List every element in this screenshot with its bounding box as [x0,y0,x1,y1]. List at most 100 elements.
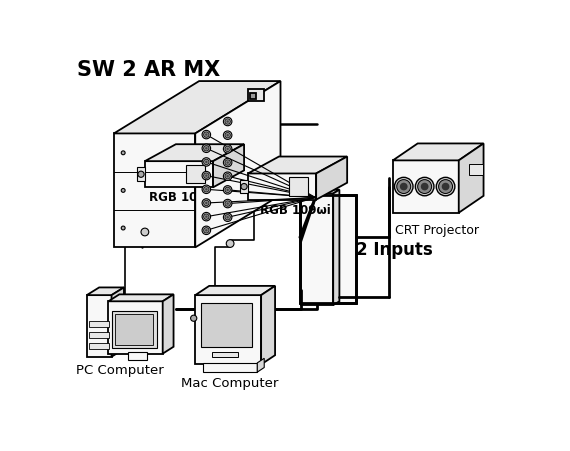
Circle shape [397,179,411,193]
Circle shape [121,226,125,230]
Polygon shape [459,143,483,213]
Polygon shape [145,161,213,187]
Circle shape [400,183,408,190]
Circle shape [205,229,207,231]
Circle shape [226,239,234,248]
Polygon shape [248,174,316,200]
Polygon shape [250,93,256,99]
Circle shape [225,215,230,220]
Polygon shape [316,156,347,200]
Polygon shape [112,287,124,357]
Circle shape [226,148,229,150]
Polygon shape [137,167,145,181]
Text: 2 Inputs: 2 Inputs [356,241,433,259]
Polygon shape [89,343,109,349]
Circle shape [205,133,207,136]
Polygon shape [300,193,333,305]
Circle shape [225,201,230,206]
Circle shape [202,226,210,235]
Circle shape [203,146,209,151]
Polygon shape [108,295,173,301]
Circle shape [225,146,230,152]
Text: SW 2 AR MX: SW 2 AR MX [78,60,221,80]
Polygon shape [87,295,112,357]
Circle shape [203,228,209,233]
Polygon shape [248,156,347,174]
Circle shape [416,177,434,196]
Circle shape [205,147,207,149]
Polygon shape [89,332,109,338]
Text: Mac Computer: Mac Computer [181,377,279,390]
Circle shape [203,187,209,192]
Polygon shape [201,303,252,347]
Circle shape [202,212,210,221]
Polygon shape [196,286,275,295]
Circle shape [202,199,210,207]
Polygon shape [108,301,162,354]
Polygon shape [261,286,275,364]
Text: PC Computer: PC Computer [76,364,164,377]
Circle shape [202,130,210,139]
Polygon shape [469,164,483,175]
Polygon shape [393,143,483,161]
Circle shape [205,161,207,163]
Circle shape [205,202,207,204]
Circle shape [141,228,149,236]
Text: RGB 109ωi: RGB 109ωi [149,191,219,204]
Polygon shape [115,313,153,345]
Circle shape [225,119,230,124]
Circle shape [436,177,455,196]
Circle shape [203,200,209,206]
Circle shape [226,134,229,136]
Circle shape [394,177,413,196]
Circle shape [203,214,209,219]
Circle shape [223,213,232,221]
Polygon shape [196,81,280,248]
Circle shape [223,131,232,139]
Circle shape [225,174,230,179]
Circle shape [442,183,450,190]
Circle shape [121,151,125,155]
Circle shape [241,184,247,189]
Circle shape [226,216,229,218]
Circle shape [202,144,210,152]
Circle shape [418,179,431,193]
Circle shape [226,189,229,191]
Polygon shape [248,89,263,101]
Circle shape [223,172,232,180]
Circle shape [121,189,125,192]
Polygon shape [257,358,264,372]
Circle shape [203,132,209,137]
Circle shape [138,171,144,177]
Polygon shape [112,311,157,348]
Text: CRT Projector: CRT Projector [395,224,479,237]
Circle shape [438,179,453,193]
Circle shape [205,188,207,190]
Polygon shape [289,177,308,196]
Circle shape [203,173,209,178]
Circle shape [226,175,229,177]
Circle shape [223,199,232,208]
Circle shape [205,216,207,218]
Circle shape [225,160,230,165]
Circle shape [190,315,197,321]
Circle shape [226,161,229,164]
Circle shape [421,183,429,190]
Polygon shape [240,179,248,193]
Polygon shape [333,189,339,305]
Polygon shape [89,321,109,327]
Polygon shape [300,195,356,303]
Circle shape [203,159,209,165]
Polygon shape [212,352,238,357]
Circle shape [225,133,230,138]
Polygon shape [203,363,257,372]
Polygon shape [87,287,124,295]
Polygon shape [393,161,459,213]
Circle shape [226,120,229,123]
Polygon shape [213,144,244,187]
Circle shape [226,202,229,205]
Polygon shape [196,295,261,364]
Circle shape [223,186,232,194]
Circle shape [202,158,210,166]
Circle shape [202,171,210,180]
